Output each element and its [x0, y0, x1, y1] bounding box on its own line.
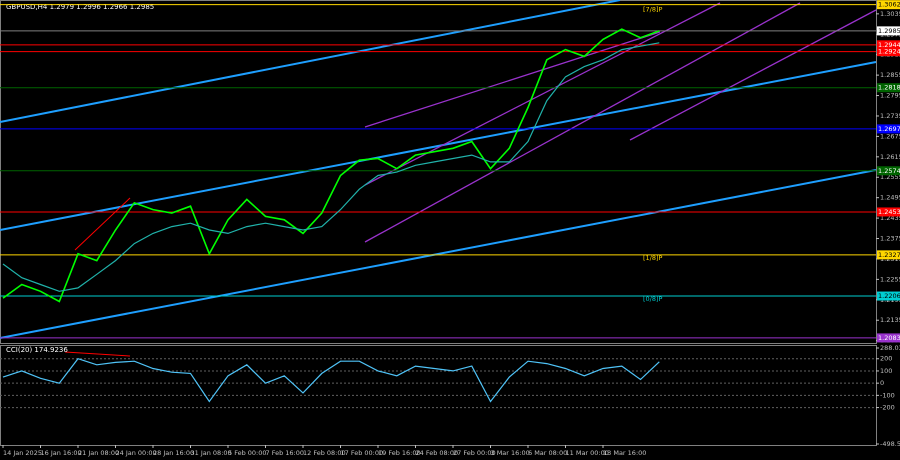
- trend-lines: [0, 0, 877, 339]
- y-tick-label: 0: [880, 379, 884, 387]
- y-tick-label: 1.2735: [880, 112, 900, 120]
- level-box: [877, 291, 900, 301]
- level-label: 1.2083: [878, 334, 900, 342]
- level-label: 1.2574: [878, 167, 900, 175]
- x-tick-label: 24 Jan 00:00: [116, 449, 157, 457]
- cci-title: CCI(20) 174.9236: [6, 346, 68, 354]
- x-tick-label: 14 Jan 2025: [3, 449, 42, 457]
- divergence-line: [64, 351, 131, 357]
- x-tick-label: 3 Mar 16:00: [491, 449, 530, 457]
- level-label: 1.2697: [878, 125, 900, 133]
- y-tick-label: 1.2555: [880, 173, 900, 181]
- level-label: 1.2944: [878, 41, 900, 49]
- level-text: [1/8]P: [643, 254, 663, 262]
- y-tick-label: -200: [880, 404, 895, 412]
- y-tick-label: 1.2675: [880, 132, 900, 140]
- regression-channel: [364, 2, 877, 243]
- y-tick-label: 100: [880, 367, 892, 375]
- y-tick-label: 1.2855: [880, 71, 900, 79]
- x-tick-label: 27 Feb 00:00: [453, 449, 496, 457]
- y-tick-label: 200: [880, 355, 892, 363]
- y-tick-label: 1.3035: [880, 10, 900, 18]
- x-tick-label: 13 Mar 16:00: [603, 449, 646, 457]
- level-box: [877, 207, 900, 217]
- x-tick-label: 19 Feb 16:00: [378, 449, 421, 457]
- level-box: [877, 26, 900, 36]
- y-tick-label: 1.2615: [880, 153, 900, 161]
- trend-line: [0, 169, 877, 339]
- level-label: 1.3062: [878, 1, 900, 9]
- chart-title: GBPUSD,H4 1.2979 1.2996 1.2966 1.2985: [6, 3, 154, 11]
- level-text: [7/8]P: [643, 6, 663, 14]
- channel-line: [629, 9, 877, 141]
- level-box: [877, 250, 900, 260]
- level-box: [877, 124, 900, 134]
- level-label: 1.2327: [878, 251, 900, 259]
- x-tick-label: 6 Mar 08:00: [528, 449, 567, 457]
- level-box: [877, 166, 900, 176]
- trend-line: [0, 0, 621, 123]
- level-label: 1.2818: [878, 84, 900, 92]
- price-panel-frame: [0, 0, 877, 344]
- y-tick-label: 1.2255: [880, 275, 900, 283]
- x-tick-label: 21 Jan 08:00: [78, 449, 119, 457]
- y-tick-label: 288.0313: [880, 344, 900, 352]
- channel-line: [364, 2, 801, 243]
- y-tick-label: -498.5384: [880, 440, 900, 448]
- level-box: [877, 333, 900, 343]
- x-tick-label: 31 Jan 08:00: [191, 449, 232, 457]
- channel-line: [364, 31, 661, 128]
- level-box: [877, 40, 900, 50]
- x-tick-label: 12 Feb 08:00: [303, 449, 346, 457]
- level-label: 1.2453: [878, 208, 900, 216]
- level-box: [877, 47, 900, 57]
- x-tick-label: 28 Jan 16:00: [153, 449, 194, 457]
- y-tick-label: 1.2435: [880, 214, 900, 222]
- y-tick-label: -100: [880, 391, 895, 399]
- level-text: [0/8]P: [643, 295, 663, 303]
- x-tick-label: 16 Jan 16:00: [41, 449, 82, 457]
- series-line: [2, 28, 660, 303]
- y-tick-label: 1.2795: [880, 92, 900, 100]
- level-label: 1.2206: [878, 292, 900, 300]
- x-tick-label: 5 Feb 00:00: [228, 449, 267, 457]
- level-label: 1.2924: [878, 48, 900, 56]
- x-tick-label: 17 Feb 00:00: [341, 449, 384, 457]
- level-box: [877, 0, 900, 10]
- level-box: [877, 83, 900, 93]
- y-tick-label: 1.2135: [880, 316, 900, 324]
- y-tick-label: 1.2375: [880, 235, 900, 243]
- x-tick-label: 11 Mar 00:00: [566, 449, 609, 457]
- x-tick-label: 24 Feb 08:00: [416, 449, 459, 457]
- y-tick-label: 1.2495: [880, 194, 900, 202]
- level-label: 1.2985: [878, 27, 900, 35]
- channel-line: [364, 2, 721, 186]
- series-line: [2, 357, 660, 403]
- trend-line: [0, 61, 877, 231]
- divergence-line: [74, 197, 131, 251]
- series-line: [2, 42, 660, 292]
- x-tick-label: 7 Feb 16:00: [266, 449, 305, 457]
